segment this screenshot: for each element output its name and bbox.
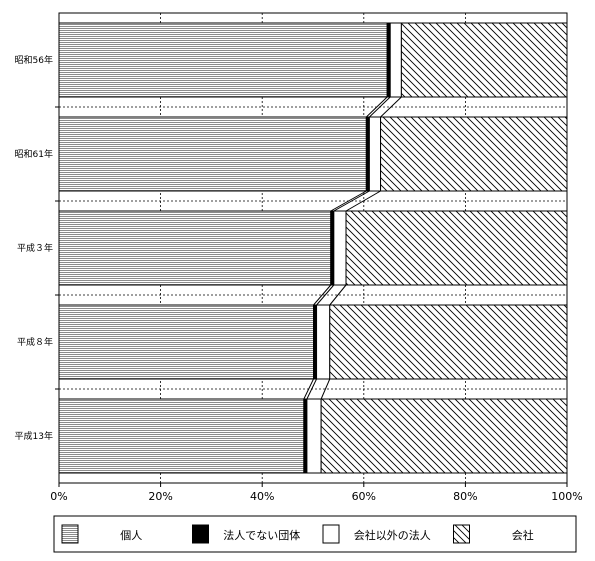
bar-segment	[320, 398, 568, 474]
x-tick-label: 20%	[148, 490, 172, 503]
series-line	[303, 378, 314, 400]
legend-swatch	[322, 524, 340, 544]
bar-segment	[345, 210, 568, 286]
series-line	[330, 190, 367, 212]
bar-segment	[316, 304, 331, 380]
series-line	[345, 190, 381, 212]
series-line	[320, 378, 331, 400]
bar-segment	[58, 304, 315, 380]
bar-segment	[58, 22, 388, 98]
plot-area: 0% 20% 40% 60% 80% 100% 昭和56年昭和61年平成３年平成８年平成13…	[15, 12, 583, 503]
category-label: 昭和61年	[15, 148, 53, 160]
legend-swatch	[192, 524, 209, 544]
legend-label: 法人でない団体	[223, 528, 300, 542]
legend: 個人 法人でない団体 会社以外の法人 会社	[53, 515, 577, 553]
bar-segment	[306, 398, 322, 474]
bar-segment	[380, 116, 568, 192]
series-line	[329, 284, 347, 306]
legend-swatch	[61, 524, 79, 544]
bar-segment	[389, 22, 402, 98]
x-tick-label: 100%	[551, 490, 582, 503]
x-tick-label: 40%	[250, 490, 274, 503]
x-tick-label: 0%	[50, 490, 67, 503]
category-label: 平成３年	[17, 242, 53, 254]
bar-segment	[58, 398, 305, 474]
x-tick-label: 60%	[352, 490, 376, 503]
series-line	[369, 96, 391, 118]
bar-segment	[329, 304, 568, 380]
legend-label: 会社	[512, 528, 534, 542]
bar-segment	[333, 210, 347, 286]
series-line	[365, 96, 388, 118]
legend-box	[53, 515, 577, 553]
series-line	[380, 96, 402, 118]
legend-label: 個人	[120, 529, 142, 542]
bar-segment	[58, 116, 367, 192]
category-label: 昭和56年	[15, 54, 53, 66]
legend-label: 会社以外の法人	[354, 528, 431, 542]
series-line	[316, 284, 335, 306]
category-label: 平成８年	[17, 336, 53, 348]
series-line	[333, 190, 370, 212]
bar-segment	[368, 116, 382, 192]
bar-segment	[400, 22, 568, 98]
series-line	[313, 284, 332, 306]
legend-swatch	[453, 524, 470, 544]
series-line	[306, 378, 318, 400]
category-label: 平成13年	[15, 430, 53, 442]
x-tick-label: 80%	[453, 490, 477, 503]
bar-segment	[58, 210, 332, 286]
